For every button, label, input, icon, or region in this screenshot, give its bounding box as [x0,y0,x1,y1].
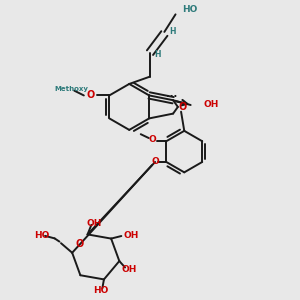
Text: Methoxy: Methoxy [54,86,88,92]
Text: O: O [86,90,94,100]
Text: O: O [148,135,156,144]
Text: O: O [151,158,159,166]
Text: O: O [178,102,187,112]
Text: OH: OH [124,231,139,240]
Text: HO: HO [93,286,108,295]
Text: OH: OH [86,219,102,228]
Text: H: H [155,50,161,59]
Text: HO: HO [34,231,50,240]
Text: H: H [169,27,176,36]
Text: O: O [76,238,84,249]
Text: OH: OH [121,265,136,274]
Text: ···: ··· [166,92,177,102]
Text: OH: OH [203,100,219,109]
Text: HO: HO [182,5,197,14]
